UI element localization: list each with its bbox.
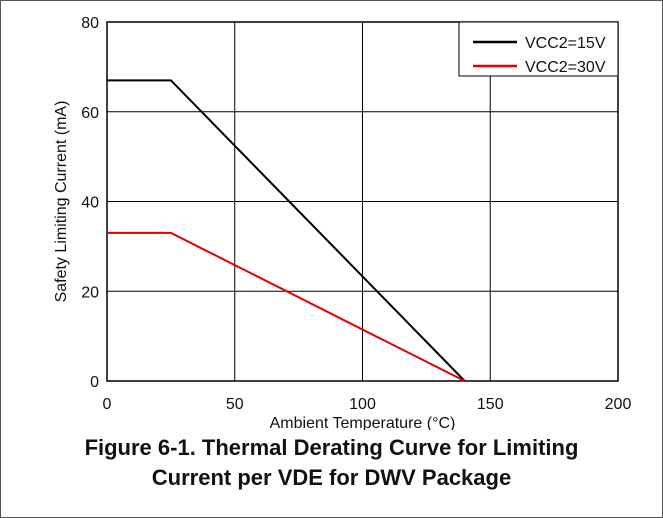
figure-caption-line-2: Current per VDE for DWV Package	[151, 465, 512, 490]
legend-label-2: VCC2=30V	[525, 59, 606, 76]
y-tick-label: 40	[81, 195, 99, 212]
x-tick-label: 100	[349, 396, 376, 413]
x-tick-label: 200	[605, 396, 632, 413]
series-line-2	[107, 231, 466, 382]
y-tick-label: 80	[81, 15, 99, 32]
derating-chart: 0 50 100 150 200 0 20 40 60 80 Ambient Temperatur…	[53, 15, 631, 430]
y-tick-label: 20	[81, 284, 99, 301]
legend-label-1: VCC2=15V	[525, 35, 606, 52]
figure-caption-line-1: Figure 6-1. Thermal Derating Curve for L…	[84, 435, 579, 460]
y-tick-label: 60	[81, 105, 99, 122]
x-tick-label: 0	[103, 396, 112, 413]
plot-area-frame	[106, 21, 619, 382]
tick-label-layer: 0 50 100 150 200 0 20 40 60 80	[81, 15, 631, 413]
legend: VCC2=15V VCC2=30V	[458, 21, 619, 77]
grid-layer	[107, 22, 618, 381]
x-tick-label: 50	[226, 396, 244, 413]
y-axis-label: Safety Limiting Current (mA)	[53, 101, 70, 303]
series-layer	[107, 79, 466, 382]
x-tick-label: 150	[477, 396, 504, 413]
series-line-1	[107, 79, 466, 382]
y-tick-label: 0	[90, 374, 99, 391]
x-axis-label: Ambient Temperature (°C)	[270, 415, 456, 430]
